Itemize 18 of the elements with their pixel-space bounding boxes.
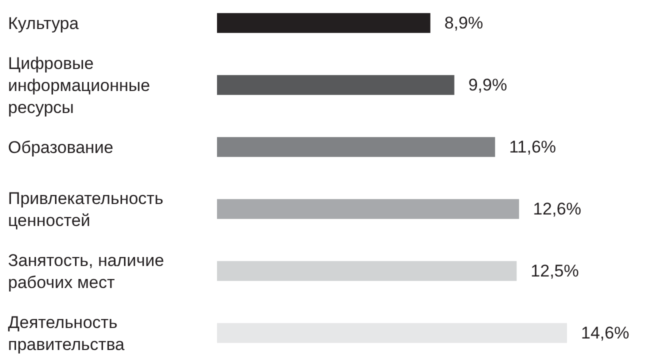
data-label: 12,5% bbox=[530, 262, 579, 280]
y-tick-label: Цифровые информационные ресурсы bbox=[8, 54, 150, 116]
bar bbox=[217, 199, 520, 219]
data-label: 12,6% bbox=[533, 200, 582, 218]
bar bbox=[217, 137, 496, 157]
bar bbox=[217, 13, 430, 33]
bar bbox=[217, 75, 454, 95]
y-tick-label: Культура bbox=[8, 14, 80, 32]
y-tick-label: Деятельность правительства bbox=[8, 312, 126, 354]
bar bbox=[217, 323, 567, 343]
data-label: 11,6% bbox=[509, 138, 556, 156]
y-tick-label: Образование bbox=[8, 138, 114, 156]
data-label: 8,9% bbox=[444, 14, 484, 32]
y-tick-label: Занятость, наличие рабочих мест bbox=[8, 250, 164, 292]
bar bbox=[217, 261, 517, 281]
data-label: 9,9% bbox=[468, 76, 508, 94]
y-tick-label: Привлекательность ценностей bbox=[8, 188, 164, 230]
data-label: 14,6% bbox=[581, 324, 630, 342]
